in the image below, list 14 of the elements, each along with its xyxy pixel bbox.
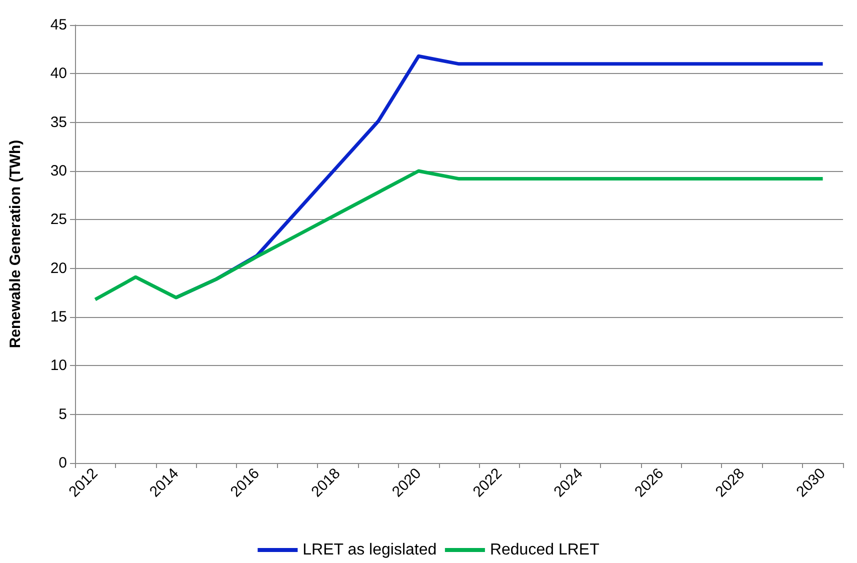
y-tick-label: 35	[50, 114, 67, 131]
y-tick-label: 45	[50, 16, 67, 34]
y-tick-label: 40	[50, 65, 67, 82]
legend-label: Reduced LRET	[490, 542, 600, 558]
y-tick-label: 10	[50, 357, 67, 374]
y-tick-label: 25	[50, 211, 67, 228]
legend-label: LRET as legislated	[302, 542, 437, 558]
y-tick-label: 5	[58, 406, 67, 423]
y-tick-label: 20	[50, 260, 67, 277]
y-axis-title: Renewable Generation (TWh)	[7, 140, 24, 348]
y-tick-label: 15	[50, 308, 67, 326]
y-tick-label: 0	[58, 454, 67, 472]
y-tick-label: 30	[50, 162, 67, 180]
line-series	[93, 169, 825, 302]
